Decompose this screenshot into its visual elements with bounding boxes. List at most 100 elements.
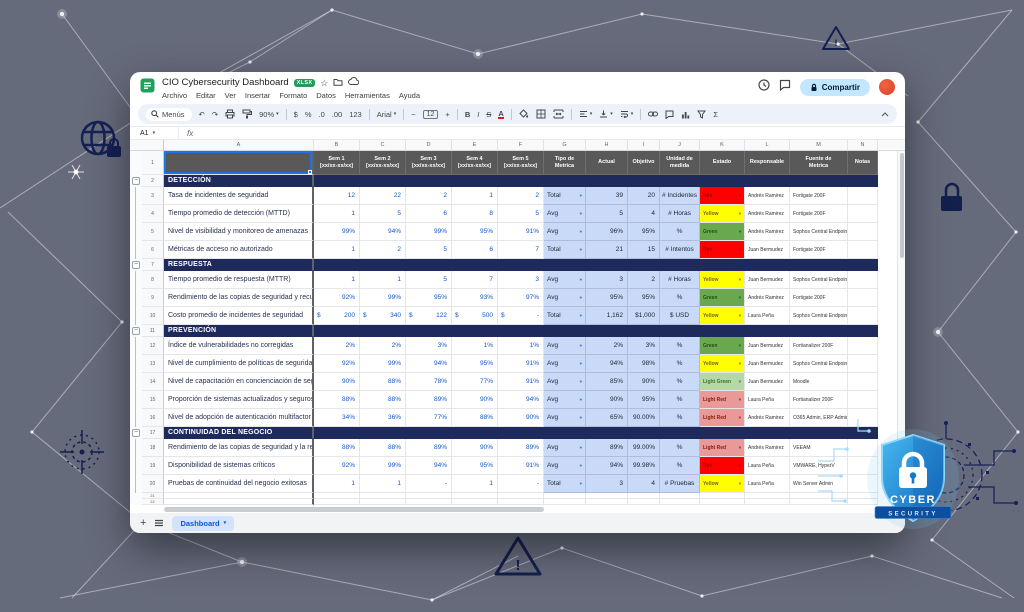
text-color-button[interactable]: A xyxy=(498,108,504,119)
cell-week-4[interactable]: 93% xyxy=(452,289,498,307)
cell-week-5[interactable]: 91% xyxy=(498,355,544,373)
cell-unidad[interactable]: % xyxy=(660,457,700,475)
move-folder-icon[interactable] xyxy=(333,77,343,88)
cell-tipo-dropdown[interactable]: Avg ▾ xyxy=(544,439,586,457)
account-avatar[interactable] xyxy=(879,79,895,95)
cell-week-3[interactable]: - xyxy=(406,475,452,493)
menu-editar[interactable]: Editar xyxy=(196,91,216,100)
insert-comment-icon[interactable] xyxy=(665,110,674,119)
row-number[interactable]: 2 xyxy=(142,175,164,187)
cell-empty[interactable] xyxy=(790,499,848,505)
cell-empty[interactable] xyxy=(498,499,544,505)
cell-actual[interactable]: 3 xyxy=(586,271,628,289)
cell-week-3[interactable]: 6 xyxy=(406,205,452,223)
cell-week-1[interactable]: 92% xyxy=(314,355,360,373)
cell-objetivo[interactable]: 99.98% xyxy=(628,457,660,475)
cell-week-1[interactable]: 1 xyxy=(314,205,360,223)
cell-notas[interactable] xyxy=(848,223,878,241)
cell-tipo-dropdown[interactable]: Avg ▾ xyxy=(544,223,586,241)
cell-week-4[interactable]: 1% xyxy=(452,337,498,355)
row-number[interactable]: 21 xyxy=(142,493,164,499)
cell-notas[interactable] xyxy=(848,289,878,307)
cell-week-2[interactable]: 88% xyxy=(360,373,406,391)
cell-week-5[interactable]: $ - xyxy=(498,307,544,325)
cell-estado-dropdown[interactable]: Green ▾ xyxy=(700,337,745,355)
cell-unidad[interactable]: % xyxy=(660,373,700,391)
cell-estado-dropdown[interactable]: Yellow ▾ xyxy=(700,307,745,325)
cell-objetivo[interactable]: 3% xyxy=(628,337,660,355)
cell-objetivo[interactable]: 2 xyxy=(628,271,660,289)
star-icon[interactable]: ☆ xyxy=(320,77,329,88)
cell-week-5[interactable]: 97% xyxy=(498,289,544,307)
increase-decimals-button[interactable]: .00 xyxy=(331,109,343,119)
column-header-l[interactable]: L xyxy=(745,140,790,150)
cell-week-5[interactable]: - xyxy=(498,475,544,493)
filter-icon[interactable] xyxy=(697,110,707,119)
cell-objetivo[interactable]: 98% xyxy=(628,355,660,373)
cell-fuente[interactable]: Sophos Central Endpoint xyxy=(790,271,848,289)
cell-actual[interactable]: 89% xyxy=(586,439,628,457)
cell-responsable[interactable]: Laura Peña xyxy=(745,475,790,493)
font-select[interactable]: Arial ▾ xyxy=(376,109,397,119)
cell-fuente[interactable]: Fortigate 200F xyxy=(790,289,848,307)
cell-empty[interactable] xyxy=(790,493,848,499)
cell-actual[interactable]: 39 xyxy=(586,187,628,205)
header-col-12[interactable]: Responsable xyxy=(745,151,790,175)
cell-actual[interactable]: 95% xyxy=(586,289,628,307)
cell-week-1[interactable]: 12 xyxy=(314,187,360,205)
row-number[interactable]: 16 xyxy=(142,409,164,427)
horizontal-align-icon[interactable]: ▾ xyxy=(579,110,592,118)
cell-week-4[interactable]: 77% xyxy=(452,373,498,391)
header-sem-4[interactable]: Sem 4 [xx/xx-xx/xx] xyxy=(452,151,498,175)
cell-empty[interactable] xyxy=(745,499,790,505)
header-col-8[interactable]: Actual xyxy=(586,151,628,175)
cell-week-5[interactable]: 91% xyxy=(498,223,544,241)
cell-week-3[interactable]: 89% xyxy=(406,439,452,457)
menu-datos[interactable]: Datos xyxy=(316,91,336,100)
cell-estado-dropdown[interactable]: Yellow ▾ xyxy=(700,355,745,373)
cell-empty[interactable] xyxy=(544,499,586,505)
cell-week-4[interactable]: 95% xyxy=(452,355,498,373)
cell-week-5[interactable]: 91% xyxy=(498,373,544,391)
decrease-decimals-button[interactable]: .0 xyxy=(318,109,325,119)
section-header-1[interactable]: DETECCIÓN xyxy=(164,175,314,187)
row-number[interactable]: 1 xyxy=(142,151,164,175)
name-box[interactable]: A1 ▾ xyxy=(140,129,156,137)
italic-button[interactable]: I xyxy=(477,109,480,119)
collapse-group-button[interactable]: − xyxy=(132,261,140,269)
sheets-app-icon[interactable] xyxy=(140,78,155,98)
cell-week-5[interactable]: 1% xyxy=(498,337,544,355)
cell-notas[interactable] xyxy=(848,337,878,355)
cell-metric-label[interactable]: Tiempo promedio de respuesta (MTTR) xyxy=(164,271,314,289)
strikethrough-button[interactable]: S xyxy=(486,109,492,119)
header-col-10[interactable]: Unidad de medida xyxy=(660,151,700,175)
cell-unidad[interactable]: # Intentos xyxy=(660,241,700,259)
insert-link-icon[interactable] xyxy=(648,111,659,117)
cell-week-4[interactable]: 95% xyxy=(452,223,498,241)
cell-week-5[interactable]: 7 xyxy=(498,241,544,259)
cell-week-3[interactable]: 95% xyxy=(406,289,452,307)
column-header-c[interactable]: C xyxy=(360,140,406,150)
cell-week-4[interactable]: 6 xyxy=(452,241,498,259)
row-number[interactable]: 22 xyxy=(142,499,164,505)
cell-tipo-dropdown[interactable]: Avg ▾ xyxy=(544,289,586,307)
cell-objetivo[interactable]: 90.00% xyxy=(628,409,660,427)
cell-responsable[interactable]: Juan Bermudez xyxy=(745,271,790,289)
cell-week-2[interactable]: 5 xyxy=(360,205,406,223)
cell-unidad[interactable]: # Horas xyxy=(660,271,700,289)
cell-objetivo[interactable]: 15 xyxy=(628,241,660,259)
cell-week-3[interactable]: 94% xyxy=(406,457,452,475)
cell-week-5[interactable]: 89% xyxy=(498,439,544,457)
cell-empty[interactable] xyxy=(314,493,360,499)
cell-empty[interactable] xyxy=(164,493,314,499)
cell-week-3[interactable]: 77% xyxy=(406,409,452,427)
cell-tipo-dropdown[interactable]: Avg ▾ xyxy=(544,457,586,475)
cell-estado-dropdown[interactable]: Green ▾ xyxy=(700,223,745,241)
cell-unidad[interactable]: # Horas xyxy=(660,205,700,223)
font-size-input[interactable]: 12 xyxy=(422,109,439,119)
cell-notas[interactable] xyxy=(848,391,878,409)
row-number[interactable]: 8 xyxy=(142,271,164,289)
cell-tipo-dropdown[interactable]: Total ▾ xyxy=(544,475,586,493)
header-sem-5[interactable]: Sem 5 [xx/xx-xx/xx] xyxy=(498,151,544,175)
cell-metric-label[interactable]: Rendimiento de las copias de seguridad y… xyxy=(164,289,314,307)
